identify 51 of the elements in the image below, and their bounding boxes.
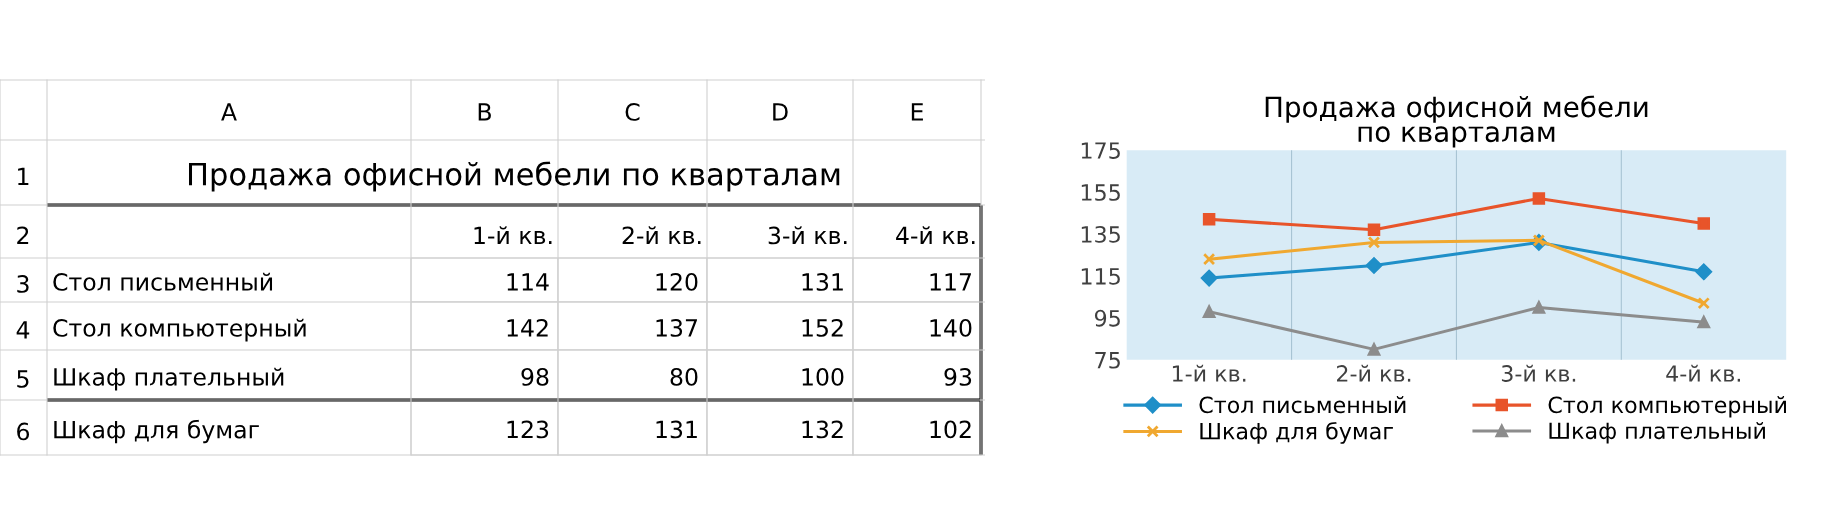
data-label: 93 (944, 367, 972, 386)
data-label: 131 (802, 272, 843, 291)
y-tick-label: 115 (1081, 268, 1120, 285)
x-tick-label: 1-й кв. (1172, 364, 1246, 382)
y-tick-label: 155 (1081, 184, 1120, 201)
data-label: 140 (930, 318, 972, 337)
text: 5 (17, 370, 29, 388)
chart-title: Продажа офисной мебели по кварталам (189, 161, 840, 192)
data-label: 80 (670, 367, 698, 386)
y-tick-label: Шкаф для бумаг (54, 419, 259, 444)
text: 6 (17, 422, 30, 441)
data-label: 152 (802, 318, 843, 337)
x-tick-label: 4-й кв. (1666, 364, 1740, 382)
x-tick-label: 2-й кв. (1337, 364, 1411, 382)
legend-label: Шкаф для бумаг (1200, 421, 1393, 444)
y-tick-label: 95 (1094, 309, 1120, 327)
text: 2 (17, 226, 29, 245)
text: D (773, 103, 788, 121)
y-tick-label: 75 (1095, 352, 1120, 369)
text: E (911, 103, 923, 121)
data-label: 123 (507, 420, 549, 439)
text: C (625, 102, 640, 121)
data-label: 102 (930, 420, 971, 439)
y-tick-label: Стол письменный (53, 272, 273, 291)
data-label: 132 (802, 420, 843, 439)
y-tick-label: 135 (1081, 225, 1120, 243)
legend-label: Шкаф плательный (1549, 422, 1765, 444)
data-label: 131 (656, 420, 697, 439)
y-tick-label: Шкаф плательный (54, 367, 284, 391)
text: 4 (16, 321, 30, 339)
data-label: 100 (802, 367, 844, 386)
x-tick-label: 2-й кв. (622, 226, 701, 245)
x-tick-label: 1-й кв. (474, 226, 552, 245)
x-tick-label: 3-й кв. (1501, 364, 1576, 382)
y-tick-label: Стол компьютерный (53, 318, 306, 342)
data-label: 114 (507, 273, 549, 291)
y-tick-label: 175 (1081, 142, 1120, 159)
text: B (478, 103, 491, 121)
data-label: 137 (656, 318, 697, 337)
data-label: 117 (930, 273, 971, 291)
data-label: 98 (521, 367, 549, 386)
text: A (221, 103, 237, 121)
x-tick-label: 3-й кв. (768, 226, 847, 245)
legend-label: Стол компьютерный (1548, 396, 1786, 418)
data-label: 120 (656, 272, 698, 291)
text: 1 (18, 167, 29, 186)
chart-title: Продажа офисной мебели по кварталам (1265, 95, 1648, 148)
text: 3 (17, 274, 29, 293)
legend-label: Стол письменный (1199, 396, 1406, 414)
x-tick-label: 4-й кв. (896, 226, 975, 245)
data-label: 142 (507, 318, 548, 337)
